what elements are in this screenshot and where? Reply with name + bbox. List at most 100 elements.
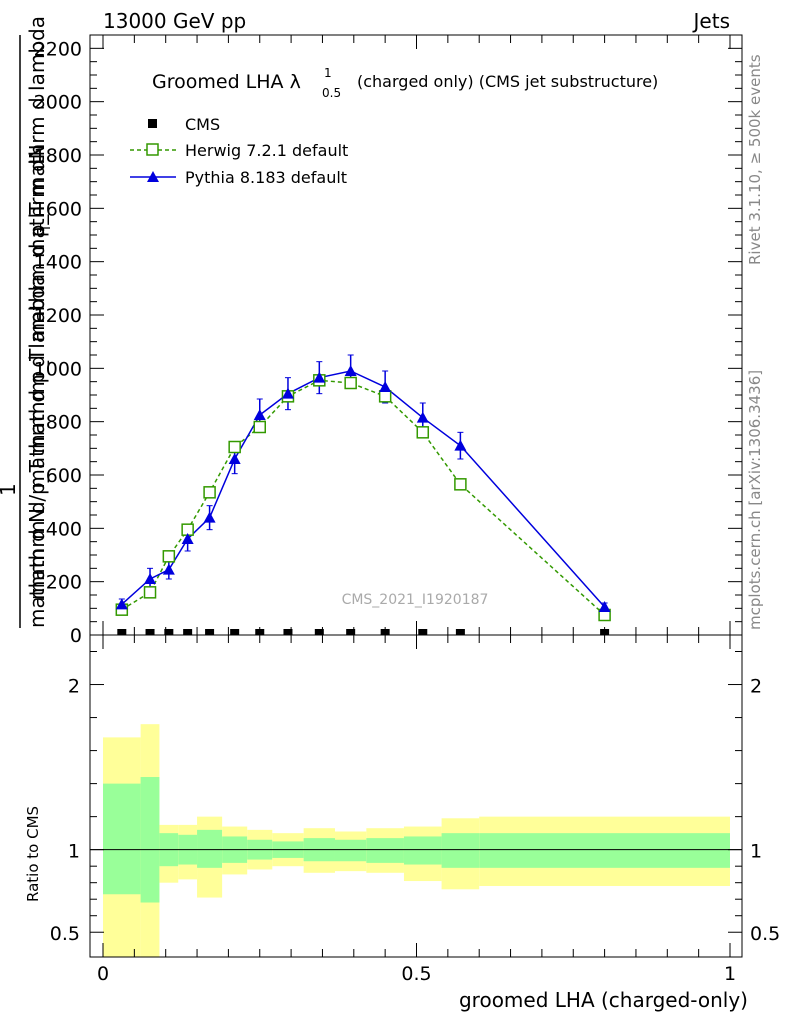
legend-cms-label: CMS	[185, 115, 220, 134]
ratio-inner-band	[366, 838, 404, 863]
herwig-point	[143, 586, 157, 599]
ratio-tick-labels: 0.5 0.5 1 1 2 2	[50, 676, 780, 946]
pythia-line	[121, 370, 606, 608]
cms-point	[183, 629, 193, 635]
pythia-point	[115, 598, 128, 610]
header-energy: 13000 GeV pp	[103, 9, 246, 33]
legend-herwig-label: Herwig 7.2.1 default	[185, 141, 348, 160]
cms-point	[380, 629, 390, 635]
herwig-point	[253, 420, 266, 434]
cms-point	[455, 629, 465, 635]
ratio-inner-band	[403, 836, 442, 865]
cms-point	[283, 629, 293, 635]
legend-pythia-marker	[147, 171, 159, 182]
ratio-plot-frame	[89, 634, 743, 958]
ratio-ticks	[90, 635, 742, 957]
ylabel-one: 1	[0, 483, 20, 496]
cms-point	[255, 629, 265, 635]
herwig-point	[454, 478, 467, 491]
title-subscript: 0.5	[322, 86, 341, 100]
pythia-point	[598, 601, 611, 612]
x-axis-title: groomed LHA (charged-only)	[459, 988, 748, 1012]
cms-point	[314, 629, 324, 635]
pythia-point	[416, 411, 429, 423]
main-y-axis-title: mathrm dN mathrm d p_T mathrm d lambda T…	[0, 16, 54, 628]
pythia-point	[313, 371, 326, 383]
ratio-inner-band	[103, 783, 141, 895]
cms-point	[205, 629, 215, 635]
pythia-point	[144, 573, 157, 584]
pythia-point	[181, 533, 194, 544]
analysis-watermark: CMS_2021_I1920187	[342, 592, 489, 608]
pythia-point	[379, 381, 392, 392]
x-tick-label: 1	[724, 963, 736, 985]
header-jets: Jets	[692, 9, 730, 33]
ratio-bands	[103, 724, 730, 957]
pythia-point	[281, 387, 294, 399]
pythia-point	[253, 409, 266, 420]
title-main: Groomed LHA λ	[152, 71, 301, 93]
cms-point	[230, 629, 240, 635]
cms-point	[346, 629, 356, 635]
ylabel-subscript: T	[39, 224, 54, 233]
ylabel-middle: mathrm d p_T mathrm d lambda	[25, 274, 49, 600]
cms-point	[418, 629, 428, 635]
y-tick-label: 200	[46, 572, 82, 594]
pythia-point	[454, 439, 467, 451]
y-tick-label: 2000	[34, 92, 82, 114]
chart-title: Groomed LHA λ 1 0.5 (charged only) (CMS …	[152, 66, 658, 100]
rivet-label: Rivet 3.1.10, ≥ 500k events	[746, 54, 764, 265]
ratio-y-tick-label: 2	[68, 676, 80, 698]
ratio-ylabel: Ratio to CMS	[24, 806, 42, 902]
legend-herwig-marker	[146, 143, 159, 156]
ratio-inner-band	[197, 829, 223, 868]
herwig-point	[228, 440, 241, 454]
ratio-y-tick-label-right: 2	[750, 676, 762, 698]
herwig-line	[121, 379, 606, 616]
herwig-point	[344, 376, 357, 390]
title-rest: (charged only) (CMS jet substructure)	[357, 72, 658, 91]
herwig-point	[378, 390, 392, 403]
ratio-inner-band	[334, 839, 367, 862]
y-tick-label: 400	[46, 518, 82, 540]
cms-point	[164, 629, 174, 635]
legend-pythia-label: Pythia 8.183 default	[185, 168, 347, 187]
y-tick-label: 1000	[34, 358, 82, 380]
herwig-point	[416, 426, 430, 439]
ylabel-top: mathrm dN	[25, 144, 49, 258]
cms-point	[145, 629, 155, 635]
ratio-inner-band	[140, 777, 160, 903]
y-tick-label: 2200	[34, 38, 82, 60]
pythia-point	[344, 365, 357, 376]
x-tick-label: 0	[97, 963, 109, 985]
cms-point	[600, 629, 610, 635]
y-tick-label: 600	[46, 465, 82, 487]
ratio-inner-band	[441, 833, 480, 868]
herwig-point	[203, 486, 216, 499]
ylabel-bottom: mathrm d N / mathrm d p_T mathrm d p_T m…	[25, 16, 49, 628]
title-superscript: 1	[324, 66, 332, 80]
y-tick-label: 1400	[34, 252, 82, 274]
pythia-point	[228, 453, 241, 464]
ratio-y-tick-label-right: 1	[750, 841, 762, 863]
legend-cms-marker	[148, 119, 157, 128]
pythia-point	[203, 511, 216, 523]
legend: CMS Herwig 7.2.1 default Pythia 8.183 de…	[130, 115, 348, 187]
main-ticks	[90, 35, 742, 636]
y-tick-label: 0	[70, 625, 82, 647]
ratio-y-tick-label: 0.5	[50, 923, 80, 945]
ratio-y-tick-label: 1	[68, 841, 80, 863]
cms-point	[117, 629, 127, 635]
y-tick-label: 1600	[34, 198, 82, 220]
ratio-inner-band	[479, 833, 730, 868]
mcplots-label: mcplots.cern.ch [arXiv:1306.3436]	[746, 370, 764, 630]
y-tick-label: 1800	[34, 145, 82, 167]
main-y-tick-labels: 0 200 400 600 800 1000 1200 1400 1600 1800 2000 220…	[34, 38, 82, 647]
pythia-point	[162, 563, 175, 575]
x-tick-label: 0.5	[401, 963, 431, 985]
ratio-y-tick-label-right: 0.5	[750, 923, 780, 945]
x-tick-labels: 0 0.5 1	[97, 963, 736, 985]
y-tick-label: 1200	[34, 305, 82, 327]
y-tick-label: 800	[46, 412, 82, 434]
